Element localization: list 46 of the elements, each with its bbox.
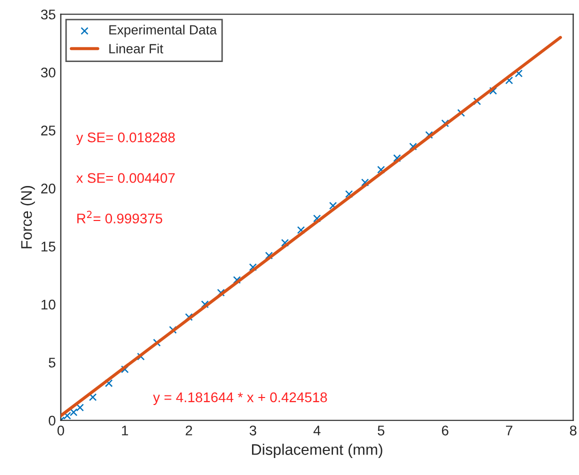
point <box>249 263 257 272</box>
x-tick-label: 5 <box>378 426 384 436</box>
point <box>88 393 97 402</box>
x-tick-label: 4 <box>313 426 320 436</box>
point <box>377 166 385 174</box>
x-tick-label: 7 <box>506 426 512 436</box>
point <box>313 214 321 222</box>
x-tick-label: 1 <box>122 426 128 436</box>
x-tick-label: 6 <box>442 426 448 436</box>
y-tick-label: 5 <box>48 358 56 368</box>
x-tick-label: 2 <box>186 426 192 436</box>
y-tick-label: 25 <box>41 126 56 136</box>
point <box>425 131 433 139</box>
y-tick-label: 35 <box>41 10 56 20</box>
point <box>120 365 129 374</box>
annotation: y = 4.181644 * x + 0.424518 <box>153 392 327 405</box>
point <box>201 300 209 308</box>
point <box>329 202 337 210</box>
x-axis-title: Displacement (mm) <box>252 444 382 458</box>
x-tick-label: 0 <box>57 426 64 436</box>
y-tick-label: 30 <box>41 68 56 78</box>
x-tick-label: 3 <box>250 426 256 436</box>
point <box>265 252 273 260</box>
point <box>297 226 305 234</box>
point <box>217 288 225 297</box>
y-tick-label: 20 <box>41 184 56 194</box>
point <box>345 190 353 198</box>
x-tick-label: 8 <box>570 426 576 436</box>
annotation: y SE= 0.018288 <box>76 132 175 146</box>
y-axis-title: Force (N) <box>20 186 35 248</box>
legend-label: Experimental Data <box>109 24 217 38</box>
point <box>233 276 241 284</box>
point <box>514 70 523 78</box>
annotation: R$^{2}$= 0.999375 <box>77 210 162 224</box>
legend-label: Linear Fit <box>109 44 164 54</box>
point <box>361 178 369 186</box>
point <box>489 86 498 95</box>
point <box>393 154 401 162</box>
annotation: x SE= 0.004407 <box>76 173 175 183</box>
point <box>76 404 84 412</box>
y-tick-label: 0 <box>48 416 56 426</box>
point <box>70 408 78 416</box>
y-tick-label: 15 <box>42 242 56 252</box>
y-tick-label: 10 <box>42 300 56 310</box>
point <box>409 142 417 150</box>
point <box>281 238 289 247</box>
